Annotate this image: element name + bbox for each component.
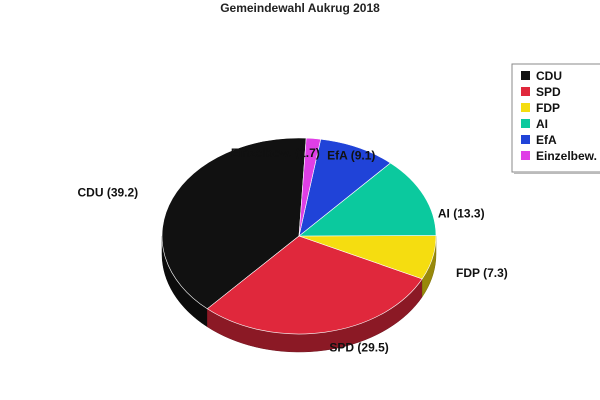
slice-label-efa: EfA (9.1) xyxy=(327,148,375,162)
legend-label-efa: EfA xyxy=(536,133,557,147)
legend: CDU SPD FDP AI EfA Einzelbew. xyxy=(512,64,600,174)
chart-title: Gemeindewahl Aukrug 2018 xyxy=(220,1,380,15)
legend-label-ai: AI xyxy=(536,117,548,131)
legend-swatch-einzelbew- xyxy=(521,151,530,160)
legend-swatch-fdp xyxy=(521,103,530,112)
slice-label-spd: SPD (29.5) xyxy=(329,341,388,355)
pie-slices xyxy=(162,138,436,334)
slice-label-ai: AI (13.3) xyxy=(438,206,485,220)
legend-shadow xyxy=(514,172,600,174)
legend-swatch-efa xyxy=(521,135,530,144)
legend-swatch-ai xyxy=(521,119,530,128)
legend-label-cdu: CDU xyxy=(536,69,562,83)
legend-label-einzelbew-: Einzelbew. xyxy=(536,149,597,163)
slice-label-cdu: CDU (39.2) xyxy=(78,186,139,200)
legend-swatch-cdu xyxy=(521,71,530,80)
slice-label-fdp: FDP (7.3) xyxy=(456,266,508,280)
legend-swatch-spd xyxy=(521,87,530,96)
legend-label-fdp: FDP xyxy=(536,101,560,115)
legend-label-spd: SPD xyxy=(536,85,561,99)
slice-label-einzelbew-: Einzelbew. (1.7) xyxy=(231,146,320,160)
